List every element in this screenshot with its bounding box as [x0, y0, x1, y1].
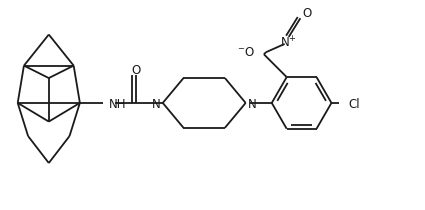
- Text: $^{-}$O: $^{-}$O: [237, 46, 255, 59]
- Text: O: O: [303, 7, 312, 20]
- Text: N: N: [248, 98, 256, 111]
- Text: N$^{+}$: N$^{+}$: [280, 36, 297, 51]
- Text: O: O: [131, 64, 140, 77]
- Text: N: N: [152, 98, 161, 111]
- Text: NH: NH: [109, 98, 126, 111]
- Text: Cl: Cl: [348, 98, 360, 111]
